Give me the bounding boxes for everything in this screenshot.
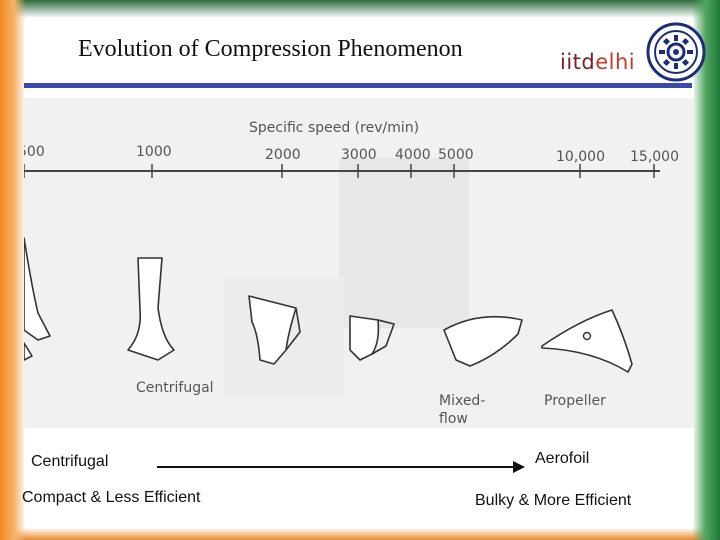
label-centrifugal: Centrifugal	[31, 453, 109, 470]
tick-label: 500	[24, 144, 45, 160]
stage-label-propeller: Propeller	[544, 393, 606, 409]
specific-speed-figure: Specific speed (rev/min) 500 1000 2000 3…	[18, 98, 694, 428]
tick-label: 1000	[136, 144, 172, 160]
iitd-logo-text: iitdelhi	[560, 50, 635, 74]
logo-text-accent: elhi	[595, 50, 636, 74]
iitd-seal-icon	[646, 22, 706, 82]
label-aerofoil: Aerofoil	[535, 450, 590, 467]
impeller-sketch-4	[349, 315, 380, 361]
tick-label: 3000	[341, 147, 377, 163]
impeller-sketch-6	[541, 309, 633, 373]
logo-text-main: iitd	[560, 50, 596, 74]
tick-label: 10,000	[556, 149, 605, 165]
tick-label: 4000	[395, 147, 431, 163]
stage-label-centrifugal: Centrifugal	[136, 380, 214, 396]
label-compact-less-efficient: Compact & Less Efficient	[22, 489, 201, 506]
propeller-hub-icon	[582, 331, 592, 341]
impeller-sketch-3	[248, 295, 297, 365]
slide-title: Evolution of Compression Phenomenon	[78, 36, 463, 62]
stage-label-mixed-1: Mixed-	[439, 393, 485, 409]
impeller-sketch-1	[23, 237, 51, 341]
impeller-sketch-2	[127, 257, 175, 361]
tick-label: 5000	[438, 147, 474, 163]
impeller-sketch-4b	[371, 319, 395, 355]
tick-label: 2000	[265, 147, 301, 163]
stage-label-mixed-2: flow	[439, 411, 468, 427]
impeller-sketch-5	[443, 315, 523, 367]
progression-arrow	[157, 466, 515, 468]
impeller-sketch-1b	[23, 342, 33, 361]
axis-title: Specific speed (rev/min)	[249, 120, 419, 136]
label-bulky-more-efficient: Bulky & More Efficient	[475, 492, 632, 509]
title-divider	[24, 83, 692, 88]
impeller-sketch-3b	[285, 307, 301, 351]
arrow-head-icon	[513, 461, 525, 473]
tick-label: 15,000	[630, 149, 679, 165]
